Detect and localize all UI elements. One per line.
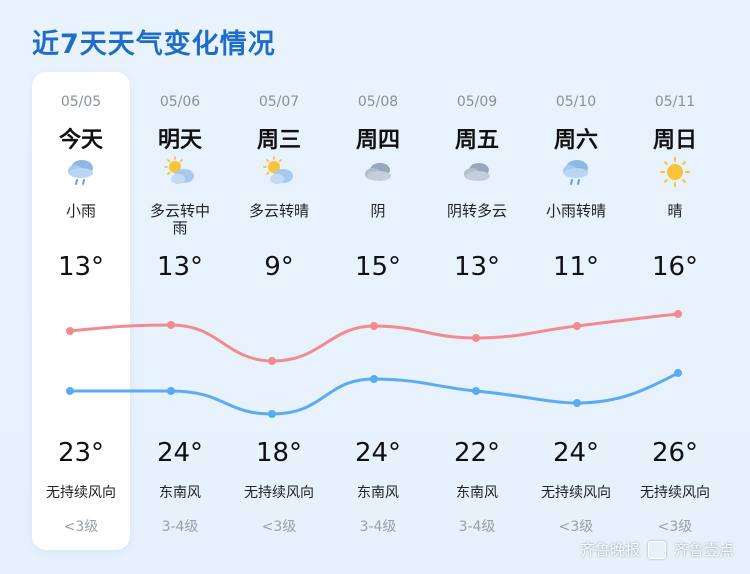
wind-level: <3级 (657, 519, 693, 535)
high-point (674, 310, 682, 318)
weather-desc: 阴 (370, 202, 386, 220)
sun-cloud-icon (263, 156, 293, 184)
page-title: 近7天天气变化情况 (32, 29, 276, 60)
wind-direction: 东南风 (357, 485, 399, 501)
wind-direction: 无持续风向 (541, 485, 611, 501)
weather-desc: 小雨转晴 (545, 202, 606, 220)
watermark-right: 齐鲁壹点 (673, 541, 734, 559)
low-temp: 18° (255, 438, 303, 468)
high-point (573, 322, 581, 330)
day-label: 今天 (58, 128, 103, 153)
watermark-left: 齐鲁晚报 (579, 541, 640, 559)
high-point (370, 322, 378, 330)
day-column-2[interactable]: 05/06 明天 多云转中雨 13° 24° 东南风 3-4级 (131, 72, 229, 550)
weather-desc: 小雨 (65, 202, 96, 220)
low-point (472, 387, 480, 395)
day-label: 周四 (355, 128, 400, 153)
date-label: 05/08 (357, 94, 399, 110)
high-point (167, 321, 175, 329)
day-label: 明天 (157, 128, 202, 153)
low-point (674, 369, 682, 377)
date-label: 05/10 (555, 94, 597, 110)
rain-cloud-icon (68, 160, 93, 185)
high-temp-points (66, 310, 682, 365)
low-temp: 23° (57, 438, 105, 468)
weather-desc: 阴转多云 (446, 202, 507, 220)
high-temp: 13° (57, 252, 105, 282)
date-label: 05/06 (159, 94, 201, 110)
high-point (66, 327, 74, 335)
high-point (268, 357, 276, 365)
wind-direction: 无持续风向 (46, 485, 116, 501)
wind-level: 3-4级 (161, 519, 199, 535)
wind-direction: 东南风 (159, 485, 201, 501)
low-temp: 24° (354, 438, 402, 468)
low-point (167, 387, 175, 395)
day-column-1[interactable]: 05/05 今天 小雨 13° 23° 无持续风向 <3级 (32, 72, 130, 550)
low-point (370, 375, 378, 383)
low-temp-line (70, 371, 679, 416)
weather-desc: 多云转晴 (248, 202, 309, 220)
watermark-logo-icon (647, 540, 666, 559)
wind-level: <3级 (63, 519, 99, 535)
weather-desc: 晴 (667, 202, 683, 220)
wind-level: 3-4级 (359, 519, 397, 535)
watermark: 齐鲁晚报 齐鲁壹点 (580, 539, 734, 560)
wind-level: <3级 (558, 519, 594, 535)
low-temp: 24° (156, 438, 204, 468)
day-column-6[interactable]: 05/10 周六 小雨转晴 11° 24° 无持续风向 <3级 (527, 72, 625, 550)
sun-icon (660, 157, 690, 187)
rain-cloud-icon (563, 160, 588, 185)
wind-direction: 东南风 (456, 485, 498, 501)
low-point (66, 387, 74, 395)
high-temp: 13° (453, 252, 501, 282)
day-label: 周五 (454, 128, 499, 153)
date-label: 05/07 (258, 94, 300, 110)
high-temp: 15° (354, 252, 402, 282)
low-temp-points (66, 369, 682, 418)
low-temp: 22° (453, 438, 501, 468)
day-column-3[interactable]: 05/07 周三 多云转晴 9° 18° 无持续风向 <3级 (230, 72, 328, 550)
date-label: 05/09 (456, 94, 498, 110)
today-card (32, 72, 130, 550)
wind-direction: 无持续风向 (640, 485, 710, 501)
day-column-5[interactable]: 05/09 周五 阴转多云 13° 22° 东南风 3-4级 (428, 72, 526, 550)
day-column-4[interactable]: 05/08 周四 阴 15° 24° 东南风 3-4级 (329, 72, 427, 550)
day-label: 周六 (553, 128, 598, 153)
high-temp: 13° (156, 252, 204, 282)
day-label: 周日 (652, 128, 697, 153)
wind-level: <3级 (261, 519, 297, 535)
low-point (268, 410, 276, 418)
weather-desc: 多云转中雨 (149, 202, 210, 237)
low-temp: 26° (651, 438, 699, 468)
date-label: 05/05 (60, 94, 102, 110)
wind-level: 3-4级 (458, 519, 496, 535)
cloud-icon (464, 163, 490, 181)
sun-cloud-icon (164, 156, 194, 184)
high-point (472, 334, 480, 342)
day-column-7[interactable]: 05/11 周日 晴 16° 26° 无持续风向 <3级 (626, 72, 724, 550)
date-label: 05/11 (654, 94, 696, 110)
high-temp: 16° (651, 252, 699, 282)
wind-direction: 无持续风向 (244, 485, 314, 501)
high-temp: 11° (552, 252, 600, 282)
low-temp: 24° (552, 438, 600, 468)
low-point (573, 399, 581, 407)
high-temp: 9° (264, 252, 294, 282)
day-label: 周三 (256, 128, 301, 153)
cloud-icon (365, 163, 391, 181)
